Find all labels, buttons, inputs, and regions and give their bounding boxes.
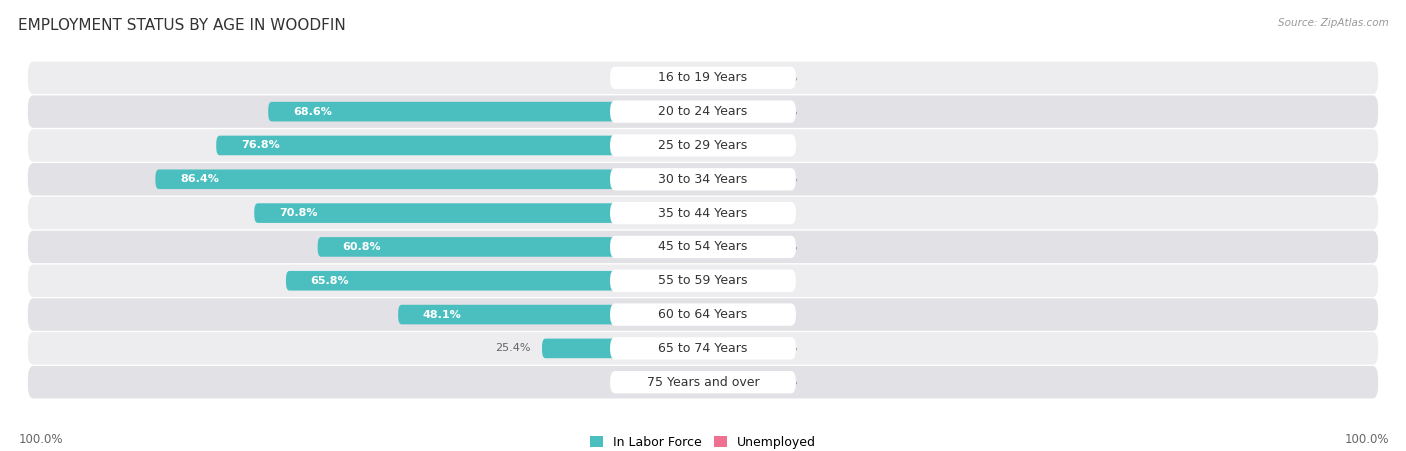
Text: 4.4%: 4.4%	[742, 276, 770, 286]
FancyBboxPatch shape	[703, 305, 730, 324]
Text: 0.0%: 0.0%	[769, 106, 797, 117]
FancyBboxPatch shape	[28, 61, 1378, 94]
Text: 25 to 29 Years: 25 to 29 Years	[658, 139, 748, 152]
Text: 65.8%: 65.8%	[311, 276, 349, 286]
Text: 25.4%: 25.4%	[495, 343, 531, 354]
FancyBboxPatch shape	[676, 373, 703, 392]
Text: 100.0%: 100.0%	[18, 433, 63, 446]
FancyBboxPatch shape	[28, 366, 1378, 399]
FancyBboxPatch shape	[28, 299, 1378, 331]
Text: 0.0%: 0.0%	[769, 343, 797, 354]
Text: Source: ZipAtlas.com: Source: ZipAtlas.com	[1278, 18, 1389, 28]
FancyBboxPatch shape	[610, 67, 796, 89]
FancyBboxPatch shape	[285, 271, 703, 290]
FancyBboxPatch shape	[703, 136, 745, 155]
FancyBboxPatch shape	[610, 371, 796, 393]
Text: 35 to 44 Years: 35 to 44 Years	[658, 207, 748, 220]
FancyBboxPatch shape	[398, 305, 703, 324]
FancyBboxPatch shape	[610, 134, 796, 156]
Text: 4.3%: 4.3%	[741, 309, 769, 320]
FancyBboxPatch shape	[703, 373, 758, 392]
FancyBboxPatch shape	[610, 337, 796, 359]
FancyBboxPatch shape	[703, 271, 731, 290]
FancyBboxPatch shape	[28, 163, 1378, 195]
Text: 48.1%: 48.1%	[423, 309, 461, 320]
FancyBboxPatch shape	[610, 101, 796, 123]
Text: 0.0%: 0.0%	[654, 73, 682, 83]
Text: 16 to 19 Years: 16 to 19 Years	[658, 71, 748, 84]
Text: 100.0%: 100.0%	[1344, 433, 1389, 446]
Text: 0.0%: 0.0%	[769, 377, 797, 387]
FancyBboxPatch shape	[703, 237, 758, 257]
FancyBboxPatch shape	[217, 136, 703, 155]
Text: 0.0%: 0.0%	[769, 174, 797, 184]
FancyBboxPatch shape	[610, 202, 796, 224]
FancyBboxPatch shape	[28, 129, 1378, 161]
FancyBboxPatch shape	[28, 230, 1378, 263]
Text: 45 to 54 Years: 45 to 54 Years	[658, 240, 748, 253]
Text: 55 to 59 Years: 55 to 59 Years	[658, 274, 748, 287]
FancyBboxPatch shape	[610, 236, 796, 258]
FancyBboxPatch shape	[610, 168, 796, 190]
FancyBboxPatch shape	[541, 339, 703, 358]
FancyBboxPatch shape	[156, 170, 703, 189]
Text: 75 Years and over: 75 Years and over	[647, 376, 759, 389]
Text: 6.6%: 6.6%	[756, 140, 785, 151]
Text: 1.3%: 1.3%	[723, 208, 751, 218]
Text: 60.8%: 60.8%	[343, 242, 381, 252]
Text: 65 to 74 Years: 65 to 74 Years	[658, 342, 748, 355]
FancyBboxPatch shape	[610, 270, 796, 292]
FancyBboxPatch shape	[254, 203, 703, 223]
FancyBboxPatch shape	[28, 332, 1378, 364]
FancyBboxPatch shape	[28, 95, 1378, 128]
FancyBboxPatch shape	[318, 237, 703, 257]
Text: 0.0%: 0.0%	[769, 73, 797, 83]
Text: 76.8%: 76.8%	[240, 140, 280, 151]
FancyBboxPatch shape	[703, 170, 758, 189]
Text: 20 to 24 Years: 20 to 24 Years	[658, 105, 748, 118]
FancyBboxPatch shape	[703, 203, 711, 223]
Legend: In Labor Force, Unemployed: In Labor Force, Unemployed	[591, 436, 815, 449]
FancyBboxPatch shape	[28, 264, 1378, 297]
Text: 0.0%: 0.0%	[769, 242, 797, 252]
FancyBboxPatch shape	[703, 68, 758, 87]
Text: 60 to 64 Years: 60 to 64 Years	[658, 308, 748, 321]
FancyBboxPatch shape	[703, 339, 758, 358]
Text: 68.6%: 68.6%	[292, 106, 332, 117]
Text: 70.8%: 70.8%	[278, 208, 318, 218]
FancyBboxPatch shape	[610, 304, 796, 326]
Text: EMPLOYMENT STATUS BY AGE IN WOODFIN: EMPLOYMENT STATUS BY AGE IN WOODFIN	[18, 18, 346, 33]
Text: 86.4%: 86.4%	[180, 174, 219, 184]
FancyBboxPatch shape	[28, 197, 1378, 229]
Text: 30 to 34 Years: 30 to 34 Years	[658, 173, 748, 186]
FancyBboxPatch shape	[269, 102, 703, 121]
Text: 4.2%: 4.2%	[637, 377, 665, 387]
FancyBboxPatch shape	[703, 102, 758, 121]
